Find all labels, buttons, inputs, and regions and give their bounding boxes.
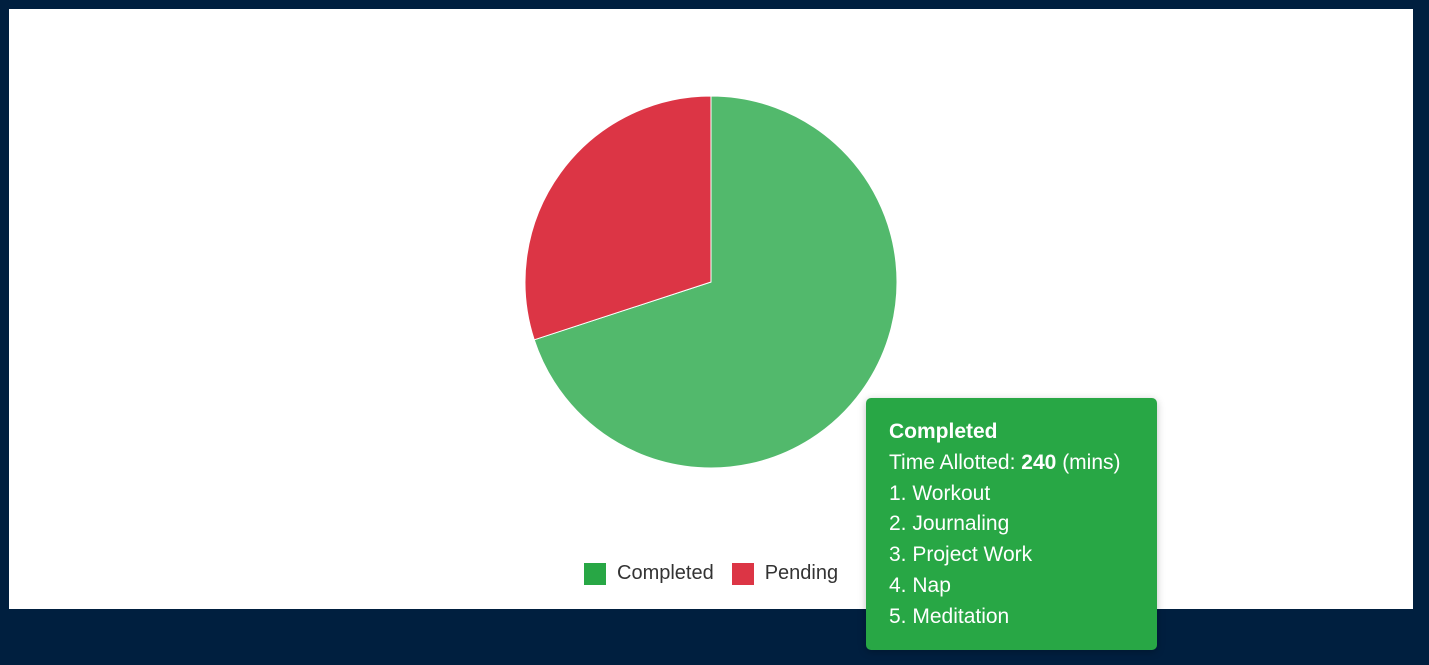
legend-label-pending: Pending	[764, 562, 839, 584]
tooltip-task-item: 2. Journaling	[889, 512, 1010, 536]
tooltip-task-item: 4. Nap	[889, 573, 951, 597]
tooltip-task-item: 1. Workout	[889, 481, 991, 505]
pie-chart	[524, 95, 898, 469]
tooltip-task-list: 1. Workout 2. Journaling 3. Project Work…	[889, 479, 1134, 633]
legend-item-completed[interactable]: Completed	[584, 562, 714, 585]
chart-tooltip: Completed Time Allotted: 240 (mins) 1. W…	[866, 398, 1157, 650]
tooltip-time-value: 240	[1021, 450, 1057, 474]
legend-swatch-pending	[731, 562, 754, 585]
legend-label-completed: Completed	[617, 562, 714, 584]
legend-item-pending[interactable]: Pending	[731, 562, 839, 585]
legend-swatch-completed	[584, 562, 606, 585]
tooltip-time-label: Time Allotted:	[889, 450, 1016, 474]
pie-slice-completed[interactable]	[533, 95, 898, 469]
tooltip-time-line: Time Allotted: 240 (mins)	[889, 448, 1134, 479]
chart-panel: Completed Pending	[9, 9, 1413, 609]
tooltip-task-item: 5. Meditation	[889, 604, 1010, 628]
pie-slice-pending[interactable]	[524, 95, 712, 341]
tooltip-time-unit: (mins)	[1062, 450, 1121, 474]
chart-legend: Completed Pending	[584, 562, 838, 585]
tooltip-title: Completed	[889, 420, 998, 443]
tooltip-task-item: 3. Project Work	[889, 543, 1033, 567]
